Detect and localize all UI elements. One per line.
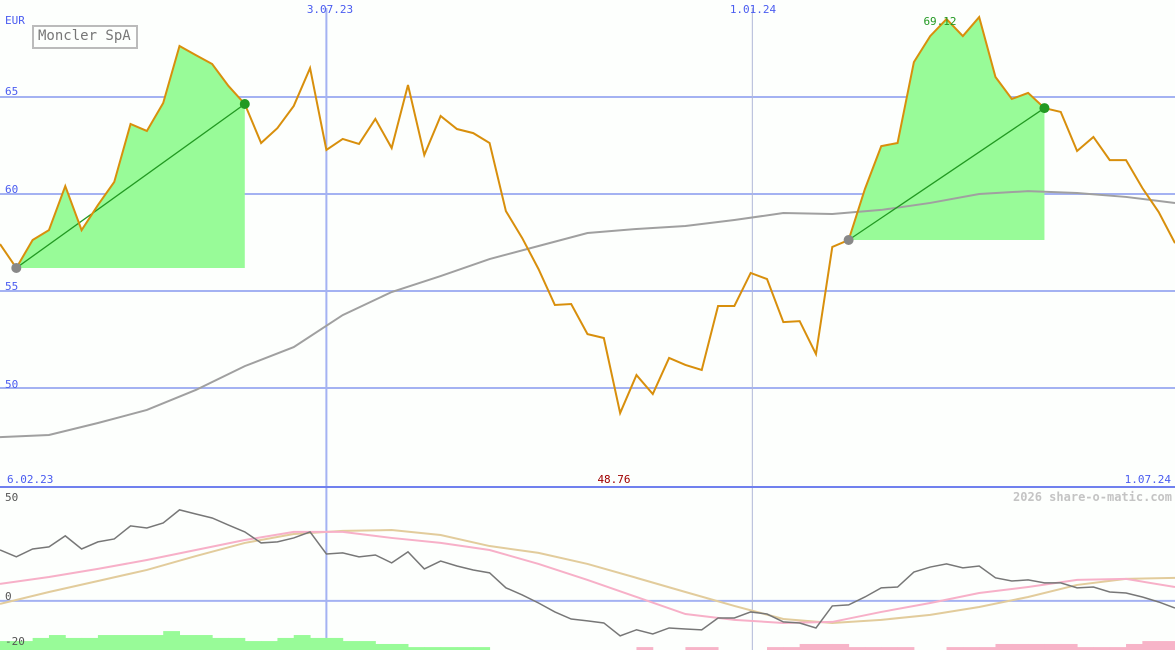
histogram-bar [897,647,915,650]
histogram-bar [424,647,442,650]
histogram-bar [473,647,491,650]
histogram-bar [1109,647,1127,650]
chart-title: Moncler SpA [38,28,131,44]
histogram-bar [179,635,197,650]
histogram-bar [783,647,801,650]
histogram-bar [326,637,344,650]
end-marker [239,98,250,109]
watermark: 2026 share-o-matic.com [1013,490,1172,504]
trend-line [15,103,246,269]
histogram-bar [130,635,148,650]
histogram-bar [799,643,817,650]
osc-y-tick-label: -20 [5,635,25,648]
histogram-bar [1158,641,1175,650]
histogram-bar [407,647,425,650]
histogram-bar [261,641,278,650]
x-tick-label: 3.07.23 [307,3,353,16]
osc-y-tick-label: 50 [5,491,18,504]
y-tick-label: 55 [5,280,18,293]
markers [11,98,1050,273]
histogram-bar [1028,643,1045,650]
histogram-bar [456,647,474,650]
histogram-bar [244,641,262,650]
histogram-bar [48,635,66,650]
oscillator-line [0,509,1175,637]
histogram-bar [97,635,115,650]
histogram-bar [1011,643,1029,650]
start-marker [843,235,854,246]
histogram-bar [359,641,376,650]
histogram-bar [195,635,213,650]
series-lines [0,14,1175,637]
moving-average-line [0,190,1175,439]
trend-line [848,107,1045,241]
highlight-regions [16,17,1045,268]
histogram-bar [440,647,458,650]
low-value-label: 48.76 [597,473,630,486]
x-end-label: 1.07.24 [1125,473,1172,486]
histogram-bar [32,637,50,650]
histogram-bar [1093,647,1111,650]
highlight-area [848,17,1045,241]
chart-title-box: Moncler SpA [32,25,138,49]
histogram-bar [832,643,850,650]
histogram-bar [881,647,899,650]
high-value-label: 69.12 [923,15,956,28]
histogram-bar [1060,643,1078,650]
histogram-bar [962,647,980,650]
histogram-bar [146,635,164,650]
y-tick-label: 65 [5,85,18,98]
histogram-bar [979,647,996,650]
osc-y-tick-label: 0 [5,590,12,603]
histogram-bar [310,637,327,650]
histogram-bar [701,647,719,650]
histogram-bar [848,647,866,650]
highlight-area [16,45,245,268]
signal-tan-line [0,529,1175,624]
histogram-bar [1044,643,1062,650]
histogram-bar [163,631,181,650]
histogram-bar [995,643,1013,650]
histogram-bar [815,643,833,650]
x-tick-label: 1.01.24 [730,3,777,16]
histogram-bar [0,641,17,650]
histogram-bar [114,635,132,650]
histogram-bar [81,637,99,650]
histogram-bar [65,637,83,650]
start-marker [11,262,22,273]
x-start-label: 6.02.23 [7,473,53,486]
histogram-bar [212,637,229,650]
histogram-bar [1142,641,1160,650]
end-marker [1039,103,1050,114]
histogram-bar [293,635,311,650]
currency-label: EUR [5,14,25,27]
histogram-bar [1077,647,1094,650]
histogram [0,631,1175,650]
price-line [0,14,1175,417]
y-tick-label: 50 [5,378,18,391]
histogram-bar [946,647,964,650]
histogram-bar [1126,643,1143,650]
histogram-bar [636,647,654,650]
histogram-bar [864,647,882,650]
histogram-bar [342,641,360,650]
histogram-bar [685,647,703,650]
y-tick-label: 60 [5,183,18,196]
histogram-bar [277,637,295,650]
histogram-bar [16,641,34,650]
histogram-bar [767,647,784,650]
histogram-bar [375,643,393,650]
histogram-bar [391,643,409,650]
signal-pink-line [0,530,1175,624]
histogram-bar [228,637,246,650]
